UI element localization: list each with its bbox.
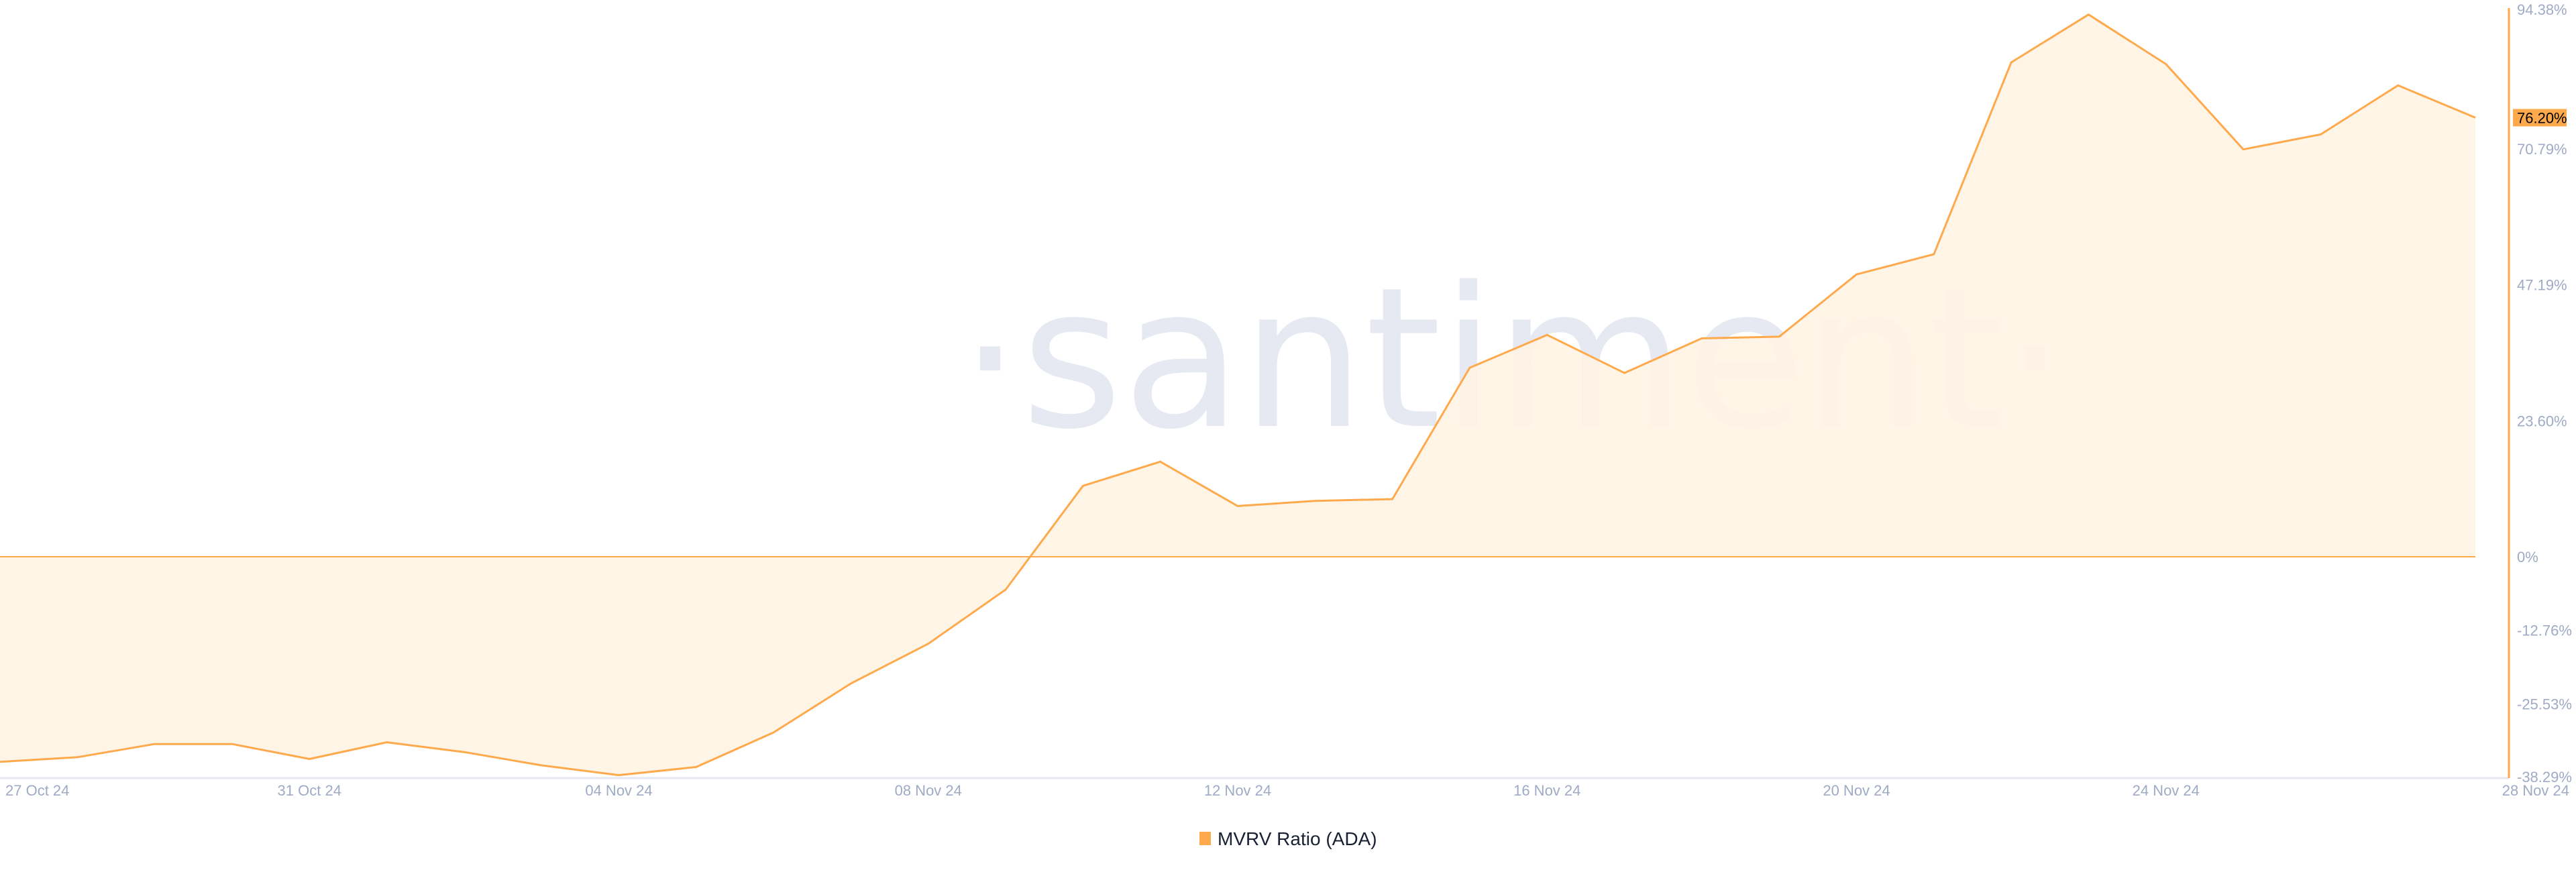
legend-label: MVRV Ratio (ADA) <box>1218 828 1377 849</box>
x-tick-label: 27 Oct 24 <box>5 782 69 799</box>
svg-text:76.20%: 76.20% <box>2517 109 2567 126</box>
last-value-badge: 76.20% <box>2513 109 2567 127</box>
y-tick-label: 23.60% <box>2517 413 2567 429</box>
x-tick-label: 20 Nov 24 <box>1823 782 1890 799</box>
x-tick-label: 31 Oct 24 <box>278 782 341 799</box>
x-tick-label: 24 Nov 24 <box>2133 782 2200 799</box>
x-tick-label: 04 Nov 24 <box>585 782 652 799</box>
y-tick-label: -38.29% <box>2517 769 2572 785</box>
legend[interactable]: MVRV Ratio (ADA) <box>1199 828 1377 849</box>
x-tick-label: 16 Nov 24 <box>1513 782 1580 799</box>
legend-swatch <box>1199 832 1211 845</box>
x-tick-label: 12 Nov 24 <box>1204 782 1271 799</box>
area-fill <box>0 14 2475 775</box>
y-tick-label: 47.19% <box>2517 277 2567 294</box>
x-tick-label: 28 Nov 24 <box>2502 782 2569 799</box>
y-tick-label: 70.79% <box>2517 141 2567 158</box>
y-tick-label: -12.76% <box>2517 622 2572 639</box>
y-tick-label: -25.53% <box>2517 696 2572 712</box>
x-tick-label: 08 Nov 24 <box>895 782 962 799</box>
y-tick-label: 0% <box>2517 549 2538 565</box>
y-tick-label: 94.38% <box>2517 1 2567 18</box>
